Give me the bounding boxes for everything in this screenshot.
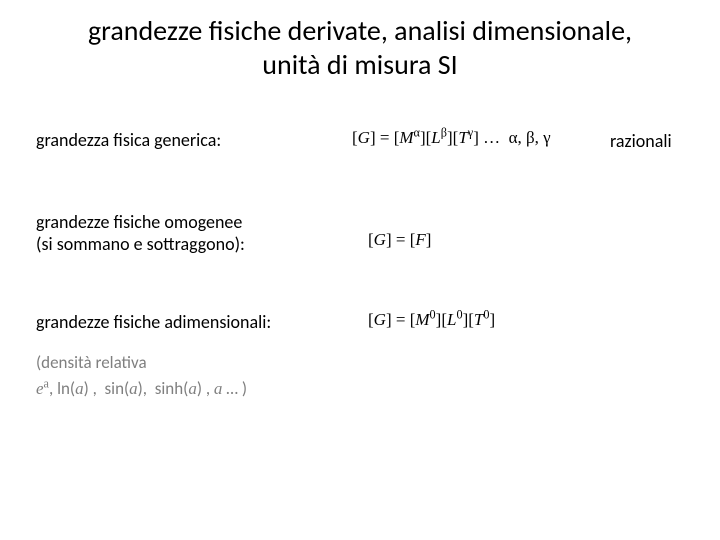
formula-homogeneous: [G] = [F] bbox=[368, 230, 431, 250]
examples-line-1: (densità relativa bbox=[36, 350, 247, 376]
label-homogeneous: grandezze fisiche omogenee (si sommano e… bbox=[36, 212, 245, 255]
examples-line-2: ea, ln(a) , sin(a), sinh(a) , a … ) bbox=[36, 376, 247, 402]
formula-generic: [G] = [Mα][Lβ][Tγ] … α, β, γ bbox=[352, 128, 551, 148]
formula-adimensional: [G] = [M0][L0][T0] bbox=[368, 310, 495, 330]
trail-rational: razionali bbox=[610, 130, 672, 152]
title-line-1: grandezze fisiche derivate, analisi dime… bbox=[88, 13, 632, 48]
label-adimensional: grandezze fisiche adimensionali: bbox=[36, 312, 271, 334]
label-generic: grandezza fisica generica: bbox=[36, 130, 221, 152]
slide-title: grandezze fisiche derivate, analisi dime… bbox=[0, 0, 720, 81]
title-line-2: unità di misura SI bbox=[262, 47, 457, 82]
label-homogeneous-l1: grandezze fisiche omogenee bbox=[36, 211, 242, 233]
examples-block: (densità relativa ea, ln(a) , sin(a), si… bbox=[36, 350, 247, 401]
label-homogeneous-l2: (si sommano e sottraggono): bbox=[36, 233, 245, 255]
